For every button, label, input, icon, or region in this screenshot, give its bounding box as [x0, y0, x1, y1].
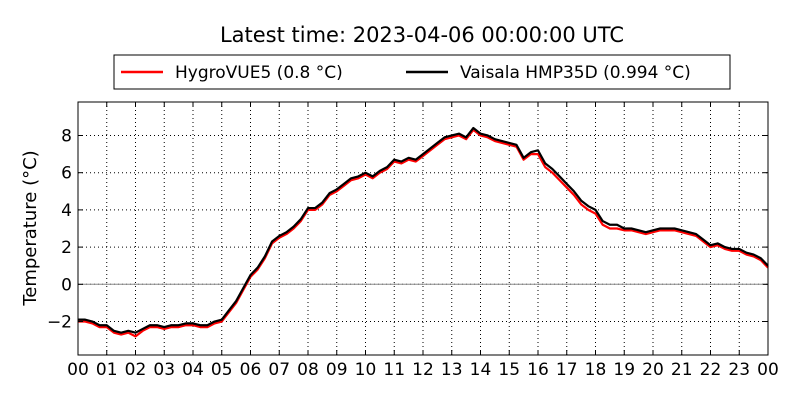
x-tick-label: 20: [642, 360, 664, 380]
series-layer: [78, 126, 769, 338]
x-tick-label: 00: [67, 360, 89, 380]
x-tick-label: 16: [527, 360, 549, 380]
y-tick-label: 4: [61, 201, 72, 221]
series-line-0: [78, 128, 769, 338]
x-tick-label: 02: [125, 360, 147, 380]
x-tick-label: 19: [613, 360, 635, 380]
y-tick-label: 2: [61, 238, 72, 258]
legend-label-hygrovue5: HygroVUE5 (0.8 °C): [175, 63, 343, 83]
x-tick-label: 03: [153, 360, 175, 380]
y-tick-label: −2: [47, 313, 72, 333]
x-tick-label: 06: [240, 360, 262, 380]
x-tick-label: 18: [585, 360, 607, 380]
x-tick-label: 00: [757, 360, 779, 380]
x-tick-label: 12: [412, 360, 434, 380]
x-tick-label: 04: [182, 360, 204, 380]
x-tick-label: 08: [297, 360, 319, 380]
x-tick-label: 05: [211, 360, 233, 380]
y-tick-label: 8: [61, 126, 72, 146]
legend: HygroVUE5 (0.8 °C) Vaisala HMP35D (0.994…: [113, 54, 731, 90]
x-tick-label: 09: [326, 360, 348, 380]
x-tick-label: 21: [671, 360, 693, 380]
x-tick-label: 14: [470, 360, 492, 380]
ticks: 00 01 02 03 04 05 06 07 08 09 10 11 12 13 14 15 16 17 18 19…: [47, 102, 779, 380]
x-tick-label: 11: [383, 360, 405, 380]
x-tick-label: 01: [96, 360, 118, 380]
x-tick-label: 22: [700, 360, 722, 380]
y-tick-label: 6: [61, 164, 72, 184]
chart-title: Latest time: 2023-04-06 00:00:00 UTC: [220, 23, 624, 47]
y-axis-label: Temperature (°C): [20, 150, 41, 306]
x-tick-label: 10: [355, 360, 377, 380]
y-tick-label: 0: [61, 275, 72, 295]
x-tick-label: 13: [441, 360, 463, 380]
x-tick-label: 07: [268, 360, 290, 380]
legend-label-vaisala: Vaisala HMP35D (0.994 °C): [460, 63, 691, 83]
x-tick-label: 23: [728, 360, 750, 380]
series-line-1: [78, 126, 769, 334]
x-tick-label: 17: [556, 360, 578, 380]
x-tick-label: 15: [498, 360, 520, 380]
